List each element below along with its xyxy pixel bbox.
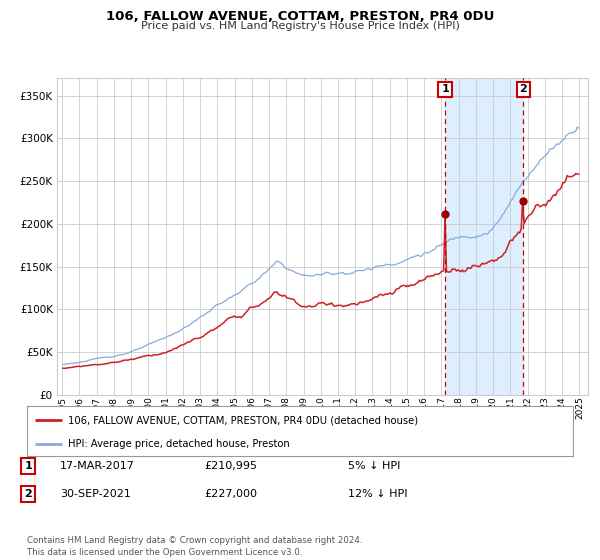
Text: 17-MAR-2017: 17-MAR-2017 bbox=[60, 461, 135, 471]
Text: 106, FALLOW AVENUE, COTTAM, PRESTON, PR4 0DU: 106, FALLOW AVENUE, COTTAM, PRESTON, PR4… bbox=[106, 10, 494, 23]
Text: 1: 1 bbox=[25, 461, 32, 471]
Text: 106, FALLOW AVENUE, COTTAM, PRESTON, PR4 0DU (detached house): 106, FALLOW AVENUE, COTTAM, PRESTON, PR4… bbox=[68, 415, 418, 425]
Text: 2: 2 bbox=[25, 489, 32, 499]
Text: Contains HM Land Registry data © Crown copyright and database right 2024.
This d: Contains HM Land Registry data © Crown c… bbox=[27, 536, 362, 557]
Text: 30-SEP-2021: 30-SEP-2021 bbox=[60, 489, 131, 499]
Text: 5% ↓ HPI: 5% ↓ HPI bbox=[348, 461, 400, 471]
Bar bbox=[445, 78, 523, 395]
Text: 1: 1 bbox=[441, 85, 449, 95]
Text: 12% ↓ HPI: 12% ↓ HPI bbox=[348, 489, 407, 499]
Text: £210,995: £210,995 bbox=[204, 461, 257, 471]
Text: 2: 2 bbox=[520, 85, 527, 95]
Text: £227,000: £227,000 bbox=[204, 489, 257, 499]
Text: HPI: Average price, detached house, Preston: HPI: Average price, detached house, Pres… bbox=[68, 439, 290, 449]
Text: Price paid vs. HM Land Registry's House Price Index (HPI): Price paid vs. HM Land Registry's House … bbox=[140, 21, 460, 31]
